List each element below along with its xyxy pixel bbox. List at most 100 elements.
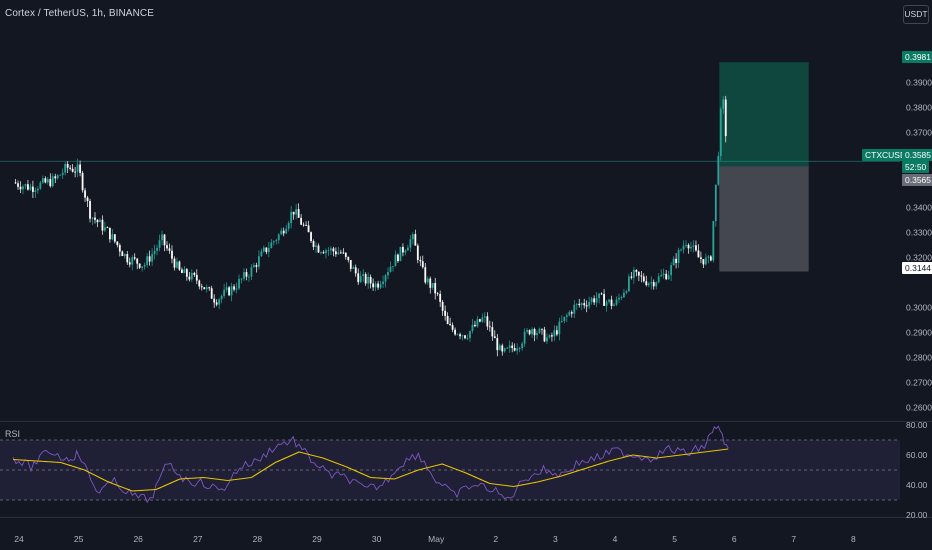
candle-body — [312, 240, 315, 248]
candle-body — [424, 267, 427, 283]
candle-body — [22, 186, 24, 190]
candle-body — [89, 201, 91, 219]
candle-body — [568, 312, 571, 316]
candle-body — [690, 246, 692, 249]
candle-body — [14, 182, 17, 184]
candle-body — [670, 265, 673, 276]
candle-body — [632, 269, 635, 278]
candle-body — [575, 303, 578, 305]
candle-body — [630, 276, 633, 278]
candle-body — [496, 338, 499, 351]
candle-body — [161, 234, 163, 241]
candle-body — [558, 321, 561, 335]
candle-body — [471, 324, 474, 331]
candle-body — [384, 275, 387, 282]
candle-body — [474, 324, 476, 327]
candle-body — [513, 348, 516, 351]
candle-body — [310, 232, 312, 241]
candle-body — [652, 282, 655, 287]
candle-body — [697, 250, 700, 258]
candle-body — [113, 234, 116, 242]
candle-body — [717, 155, 720, 185]
candle-body — [461, 335, 464, 337]
candle-body — [27, 184, 29, 190]
candle-body — [528, 330, 531, 335]
candle-body — [434, 283, 437, 294]
candle-body — [203, 287, 206, 290]
currency-button[interactable]: USDT — [903, 5, 929, 24]
candle-body — [91, 217, 94, 219]
candle-body — [327, 250, 330, 252]
candle-body — [635, 269, 638, 272]
candle-body — [19, 186, 22, 190]
candle-body — [344, 252, 347, 257]
candle-body — [118, 245, 121, 252]
candle-body — [248, 276, 250, 278]
candle-body — [588, 301, 591, 307]
x-tick-label: 4 — [613, 534, 618, 544]
candle-body — [71, 168, 74, 172]
candle-body — [481, 317, 484, 322]
candle-body — [613, 304, 615, 306]
candle-body — [446, 315, 449, 324]
x-tick-label: 8 — [851, 534, 856, 544]
rsi-tick-label: 80.00 — [906, 420, 928, 430]
candle-body — [392, 266, 394, 268]
candle-body — [541, 328, 543, 330]
candle-body — [133, 257, 136, 259]
candle-body — [615, 299, 618, 305]
candle-body — [508, 345, 511, 348]
candle-body — [116, 241, 119, 246]
candle-body — [51, 176, 54, 187]
y-tick-label: 0.3800 — [906, 103, 932, 113]
candle-body — [700, 257, 702, 259]
candle-body — [543, 329, 546, 342]
y-tick-label: 0.3200 — [906, 253, 932, 263]
candle-body — [315, 245, 317, 248]
candle-body — [218, 299, 221, 305]
candle-body — [709, 256, 712, 261]
candle-body — [185, 269, 188, 277]
candle-body — [526, 330, 528, 332]
candle-body — [620, 297, 623, 298]
candle-body — [267, 248, 270, 253]
candle-body — [151, 253, 154, 262]
candle-body — [677, 250, 680, 263]
candle-body — [64, 163, 67, 173]
candle-body — [546, 337, 548, 342]
candle-body — [608, 299, 610, 302]
x-tick-label: 24 — [14, 534, 24, 544]
y-tick-label: 0.3400 — [906, 203, 932, 213]
candle-body — [121, 251, 124, 257]
candle-body — [322, 252, 325, 254]
candle-body — [188, 276, 191, 280]
candle-body — [270, 242, 273, 249]
x-tick-label: 30 — [372, 534, 382, 544]
candle-body — [662, 273, 665, 276]
candle-body — [190, 272, 193, 280]
candle-body — [290, 211, 293, 224]
candle-body — [143, 264, 146, 267]
candle-body — [106, 227, 109, 229]
candle-body — [429, 278, 432, 288]
candle-body — [553, 330, 556, 337]
candle-body — [436, 293, 439, 295]
candle-body — [511, 345, 514, 349]
candle-body — [466, 338, 469, 339]
rsi-tick-label: 40.00 — [906, 480, 928, 490]
candle-body — [337, 252, 340, 255]
candle-body — [655, 282, 658, 287]
candle-body — [99, 219, 101, 223]
candle-body — [354, 267, 357, 274]
candle-body — [305, 224, 307, 226]
candle-body — [208, 287, 211, 289]
candle-body — [369, 276, 372, 284]
candle-body — [240, 278, 243, 280]
x-tick-label: 7 — [791, 534, 796, 544]
candle-body — [531, 328, 533, 335]
candle-body — [325, 250, 327, 254]
candle-body — [349, 260, 352, 269]
candle-body — [56, 175, 59, 179]
rsi-label: RSI — [5, 429, 21, 439]
